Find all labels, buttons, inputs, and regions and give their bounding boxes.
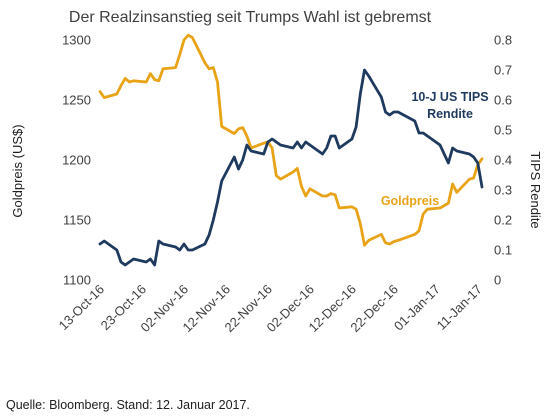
y-left-tick-label-2: 1200 bbox=[62, 153, 91, 168]
y-right-tick-label-0: 0 bbox=[494, 273, 501, 288]
y-right-tick-label-4: 0.4 bbox=[494, 153, 512, 168]
y-right-tick-label-5: 0.5 bbox=[494, 123, 512, 138]
y-left-tick-label-0: 1100 bbox=[63, 273, 91, 288]
source-note: Quelle: Bloomberg. Stand: 12. Januar 201… bbox=[6, 398, 250, 412]
y-right-tick-label-3: 0.3 bbox=[494, 183, 512, 198]
y-left-tick-label-3: 1250 bbox=[62, 93, 91, 108]
series-line-0 bbox=[98, 33, 484, 247]
x-ticks: 13-Oct-1623-Oct-1602-Nov-1612-Nov-1622-N… bbox=[56, 282, 485, 336]
series-annotations: 10-J US TIPS Rendite Goldpreis bbox=[381, 90, 489, 208]
y-right-tick-label-6: 0.6 bbox=[494, 93, 512, 108]
series-annotation-0-line-0: 10-J US TIPS bbox=[411, 90, 488, 104]
y-left-ticks: 1100 1150 1200 1250 1300 bbox=[62, 33, 91, 288]
series-line-1 bbox=[98, 68, 484, 267]
y-right-tick-label-1: 0.1 bbox=[494, 243, 512, 258]
y-right-axis-title-group: TIPS Rendite bbox=[528, 151, 543, 228]
y-right-ticks: 0 0.1 0.2 0.3 0.4 0.5 0.6 0.7 0.8 bbox=[494, 33, 512, 288]
chart-title: Der Realzinsanstieg seit Trumps Wahl ist… bbox=[69, 9, 432, 26]
y-left-tick-label-1: 1150 bbox=[63, 213, 91, 228]
series-lines bbox=[98, 33, 484, 267]
y-right-axis-title: TIPS Rendite bbox=[528, 151, 543, 228]
y-left-axis-title: Goldpreis (US$) bbox=[10, 124, 25, 217]
series-annotation-1-line-0: Goldpreis bbox=[381, 194, 439, 208]
x-tick-label-9: 11-Jan-17 bbox=[434, 282, 485, 333]
y-right-tick-label-7: 0.7 bbox=[494, 63, 512, 78]
y-left-axis-title-group: Goldpreis (US$) bbox=[10, 124, 25, 217]
x-tick-label-8: 01-Jan-17 bbox=[391, 282, 443, 334]
y-left-tick-label-4: 1300 bbox=[62, 33, 91, 48]
y-right-tick-label-8: 0.8 bbox=[494, 33, 512, 48]
y-right-tick-label-2: 0.2 bbox=[494, 213, 512, 228]
series-annotation-0-line-1: Rendite bbox=[427, 107, 473, 121]
